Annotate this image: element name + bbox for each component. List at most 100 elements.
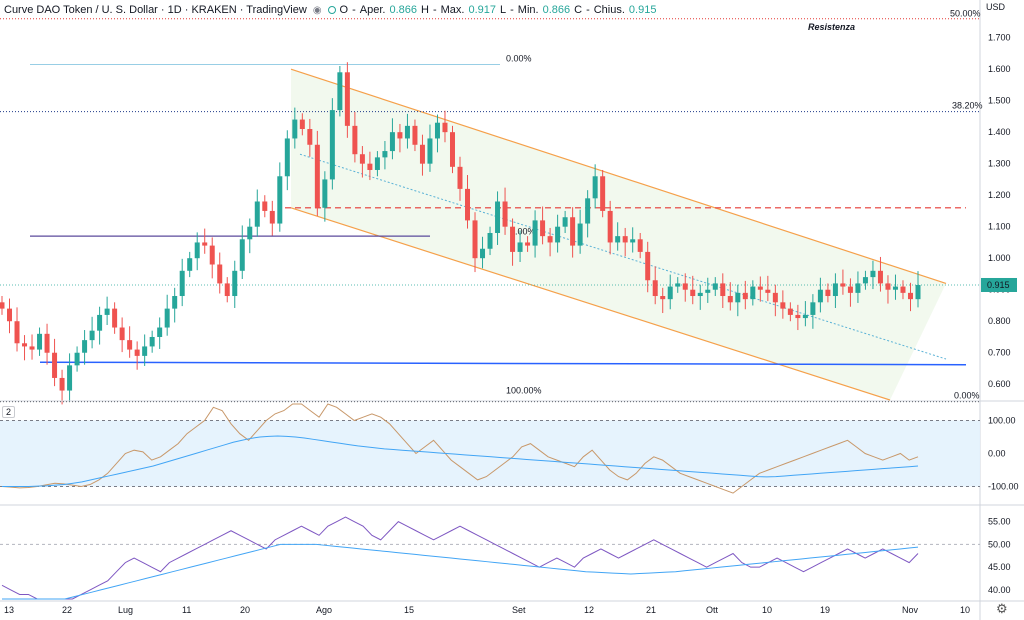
candle-body [104,308,110,315]
candle-body [840,283,846,287]
candle-body [517,242,523,252]
candle-body [82,340,88,353]
candle-body [757,286,763,290]
open-label: Aper. [359,4,386,16]
candle-body [179,270,185,297]
eye-icon[interactable]: ◉ [312,4,322,16]
candle-body [555,226,561,243]
candle-body [525,242,531,246]
y-tick-label: 1.100 [988,222,1011,232]
candle-body [502,201,508,227]
candle-body [592,176,598,199]
candle-body [277,176,283,224]
candle-body [585,198,591,224]
symbol-title: Curve DAO Token / U. S. Dollar · 1D · KR… [4,4,307,16]
candle-body [434,122,440,139]
x-tick-label: 13 [4,605,14,615]
candle-body [645,251,651,281]
candle-body [412,125,418,145]
candle-body [344,72,350,126]
candle-body [562,217,568,227]
y-tick-label: 1.400 [988,127,1011,137]
candle-body [449,132,455,167]
pane-label[interactable]: 2 [2,406,16,418]
candle-body [832,283,838,297]
rsi-tick-label: 45.00 [988,562,1011,572]
candle-body [232,270,238,297]
currency-label: USD [986,2,1006,12]
cci-series-line [1,403,919,494]
candle-body [480,248,486,259]
x-tick-label: 15 [404,605,414,615]
status-dot-icon [327,6,336,14]
y-tick-label: 1.500 [988,96,1011,106]
last-price-text: 0.915 [987,280,1010,290]
candle-body [284,138,290,177]
candle-body [29,346,35,350]
high-label: Max. [440,4,465,16]
x-tick-label: 12 [584,605,594,615]
support-line [39,361,967,366]
candle-body [787,308,793,315]
candle-body [97,314,103,331]
candle-body [397,132,403,139]
candle-body [712,283,718,290]
candle-body [382,151,388,158]
high-value: 0.917 [468,4,496,16]
close-value: 0.915 [628,4,657,16]
x-tick-label: 10 [762,605,772,615]
x-tick-label: 19 [820,605,830,615]
x-tick-label: 20 [240,605,250,615]
channel-lower-line [290,207,891,401]
channel-fill [291,69,946,401]
candle-body [254,201,260,227]
candle-body [675,283,681,287]
candle-body [735,292,741,303]
resistenza-label: Resistenza [808,22,855,32]
candle-body [404,125,410,139]
candle-body [367,163,373,170]
candle-body [292,119,298,139]
candle-body [457,166,463,189]
candle-body [0,302,5,309]
last-price-tag [981,277,1017,292]
candle-body [262,201,268,211]
fib-mid-line [299,153,947,360]
gear-icon[interactable]: ⚙ [996,601,1008,616]
candle-body [239,239,245,271]
candle-body [855,283,861,293]
candle-body [314,144,320,208]
y-tick-label: 1.000 [988,253,1011,263]
candle-body [217,264,223,284]
candle-body [900,286,906,293]
x-tick-label: Set [512,605,526,615]
candle-body [472,220,478,259]
candle-body [22,343,28,347]
y-tick-label: 1.200 [988,190,1011,200]
candles-group [0,62,921,405]
candle-body [322,179,328,208]
x-tick-label: 11 [182,605,191,615]
candle-body [607,210,613,243]
candle-body [622,236,628,243]
fib-0-right-label: 0.00% [954,391,980,401]
candle-body [187,258,193,271]
candle-body [727,296,733,303]
x-tick-label: 10 [960,605,970,615]
channel-upper-line [290,68,947,284]
rsi-tick-label: 55.00 [988,517,1011,527]
fib-38-label: 38.20% [952,101,983,111]
candle-body [765,289,771,293]
candle-body [547,236,553,243]
rsi-series-line [2,543,919,600]
candle-body [877,270,883,284]
candle-body [802,314,808,319]
candle-body [194,242,200,259]
candle-body [540,220,546,237]
candle-body [577,223,583,246]
y-tick-label: 1.600 [988,64,1011,74]
candle-body [7,308,13,322]
candle-body [907,292,913,300]
